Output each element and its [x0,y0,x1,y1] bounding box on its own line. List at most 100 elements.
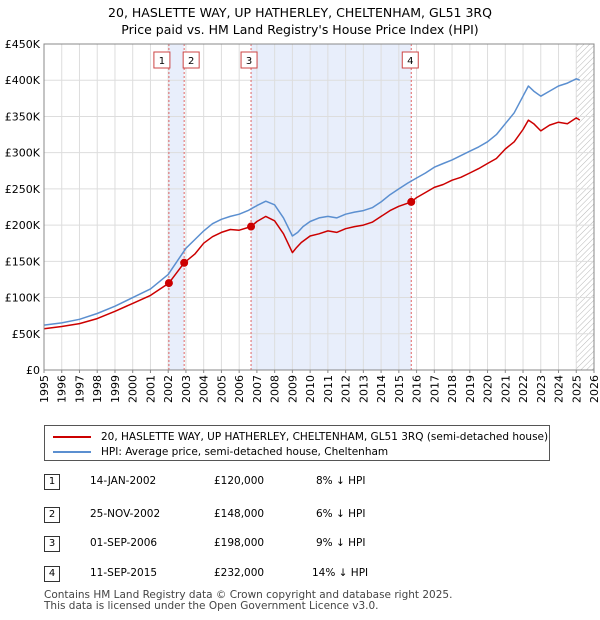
forecast-hatch [576,44,594,370]
sale-row: 4 11-SEP-2015 £232,000 14% ↓ HPI [44,566,550,582]
sale-label-number: 3 [246,56,252,67]
title-line-2: Price paid vs. HM Land Registry's House … [121,22,479,37]
sale-price: £148,000 [214,508,265,520]
sale-hpi-diff: 6% ↓ HPI [316,508,366,520]
legend-label-price: 20, HASLETTE WAY, UP HATHERLEY, CHELTENH… [101,431,549,443]
x-tick-label: 1995 [38,375,51,403]
grid-lines [43,43,595,371]
y-tick-label: £350K [5,110,41,123]
legend-swatch-price [53,436,91,438]
x-tick-label: 1999 [109,375,122,403]
sale-label-box [182,51,200,69]
x-tick-label: 2002 [162,375,175,403]
y-tick-label: £100K [5,292,41,305]
sale-number-badge: 1 [44,474,60,490]
series-line [43,78,581,326]
x-tick-label: 1997 [73,375,86,403]
x-tick-label: 2000 [127,375,140,403]
sale-row: 2 25-NOV-2002 £148,000 6% ↓ HPI [44,507,550,523]
x-tick-label: 2010 [304,375,317,403]
sale-hpi-diff: 14% ↓ HPI [312,567,369,579]
sale-hpi-diff: 9% ↓ HPI [316,537,366,549]
chart-title: 20, HASLETTE WAY, UP HATHERLEY, CHELTENH… [0,4,600,38]
x-tick-label: 2003 [180,375,193,403]
title-line-1: 20, HASLETTE WAY, UP HATHERLEY, CHELTENH… [108,5,492,20]
x-tick-label: 2017 [428,375,441,403]
y-tick-label: £200K [5,219,41,232]
price-chart: 1 2 3 4 £0 £50K £100K £150K £200K £250K £300K £350… [5,38,600,403]
shaded-ranges [168,44,594,370]
y-tick-label: £400K [5,74,41,87]
legend-item-hpi: HPI: Average price, semi-detached house,… [53,445,388,459]
sale-number-badge: 4 [44,566,60,582]
sale-label-box [401,51,419,69]
sale-hpi-diff: 8% ↓ HPI [316,475,366,487]
x-tick-label: 2008 [269,375,282,403]
shaded-range [168,44,185,370]
sale-price: £120,000 [214,475,265,487]
footer-licence: This data is licensed under the Open Gov… [44,600,379,612]
x-tick-label: 2007 [251,375,264,403]
sale-date: 25-NOV-2002 [90,508,161,520]
x-tick-label: 2018 [446,375,459,403]
sale-row: 1 14-JAN-2002 £120,000 8% ↓ HPI [44,474,550,490]
x-tick-label: 2024 [553,375,566,403]
y-tick-label: £0 [26,364,40,377]
series-line [43,117,581,330]
legend-swatch-hpi [53,451,91,453]
sale-point [407,197,416,206]
x-tick-label: 2011 [322,375,335,403]
x-tick-label: 2006 [233,375,246,403]
x-tick-label: 2012 [340,375,353,403]
sale-row: 3 01-SEP-2006 £198,000 9% ↓ HPI [44,536,550,552]
y-tick-label: £450K [5,38,41,51]
x-tick-label: 2019 [464,375,477,403]
axes: £0 £50K £100K £150K £200K £250K £300K £350K £400… [5,38,600,403]
sale-label-number: 1 [159,56,165,67]
sale-date: 11-SEP-2015 [90,567,158,579]
x-tick-label: 2022 [517,375,530,403]
sale-label-boxes: 1 2 3 4 [153,51,419,69]
sale-points [164,197,416,288]
x-tick-label: 2020 [482,375,495,403]
x-tick-label: 2026 [588,375,600,403]
y-tick-label: £250K [5,183,41,196]
sale-label-box [153,51,171,69]
x-tick-label: 2009 [286,375,299,403]
footer-copyright: Contains HM Land Registry data © Crown c… [44,589,453,601]
sale-point [247,222,256,231]
x-tick-label: 2001 [144,375,157,403]
sale-date: 01-SEP-2006 [90,537,158,549]
x-tick-label: 2004 [198,375,211,403]
x-tick-label: 2021 [499,375,512,403]
x-tick-label: 2005 [215,375,228,403]
x-tick-label: 2016 [411,375,424,403]
x-tick-label: 2015 [393,375,406,403]
x-tick-label: 1996 [56,375,69,403]
legend-label-hpi: HPI: Average price, semi-detached house,… [101,446,389,458]
legend: 20, HASLETTE WAY, UP HATHERLEY, CHELTENH… [44,425,550,461]
sale-price: £198,000 [214,537,265,549]
x-tick-label: 1998 [91,375,104,403]
sale-price: £232,000 [214,567,265,579]
sale-number-badge: 2 [44,507,60,523]
series-lines [43,78,581,330]
footer: Contains HM Land Registry data © Crown c… [44,590,452,612]
sale-label-box [240,51,258,69]
y-tick-label: £50K [12,328,41,341]
x-tick-label: 2025 [570,375,583,403]
y-tick-label: £150K [5,255,41,268]
sale-point [164,279,173,288]
sale-label-number: 2 [188,56,194,67]
sale-date: 14-JAN-2002 [90,475,157,487]
sale-number-badge: 3 [44,536,60,552]
plot-frame [43,43,595,371]
x-tick-label: 2013 [357,375,370,403]
sale-point [180,258,189,267]
legend-item-price: 20, HASLETTE WAY, UP HATHERLEY, CHELTENH… [53,430,548,444]
x-tick-label: 2014 [375,375,388,403]
sale-label-number: 4 [407,56,413,67]
shaded-range [251,44,412,370]
y-tick-label: £300K [5,147,41,160]
x-tick-label: 2023 [535,375,548,403]
